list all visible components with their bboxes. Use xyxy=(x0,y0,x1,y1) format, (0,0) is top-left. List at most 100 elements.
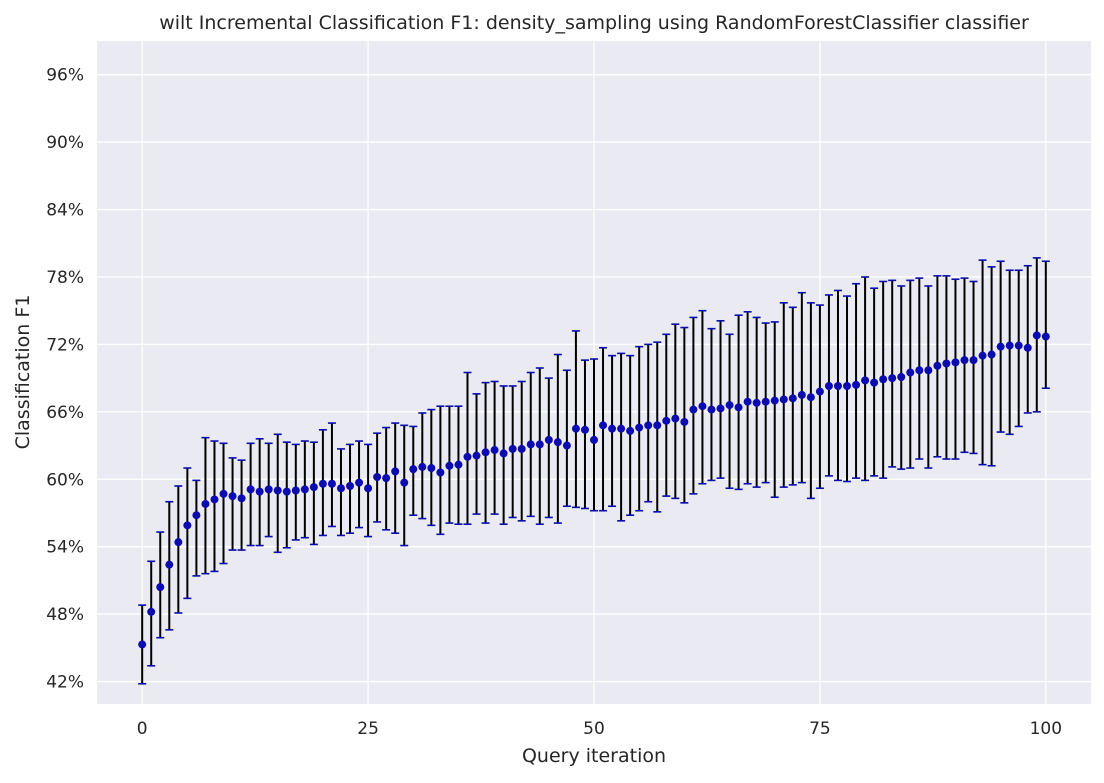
error-bar xyxy=(309,441,318,546)
data-point xyxy=(599,421,608,430)
data-point xyxy=(544,435,553,444)
error-bar xyxy=(391,422,400,534)
data-point xyxy=(707,405,716,414)
data-point xyxy=(924,366,933,375)
data-point xyxy=(608,424,617,433)
y-tick-label: 42% xyxy=(46,673,84,693)
data-point xyxy=(138,640,147,649)
data-point xyxy=(671,414,680,423)
data-point xyxy=(291,486,300,495)
data-point xyxy=(626,426,635,435)
data-point xyxy=(535,440,544,449)
error-bar xyxy=(960,277,969,454)
data-point xyxy=(1014,341,1023,350)
data-point xyxy=(897,372,906,381)
error-bar xyxy=(174,485,183,614)
data-point xyxy=(364,484,373,493)
data-point xyxy=(264,485,273,494)
data-point xyxy=(933,361,942,370)
error-bar xyxy=(987,266,996,467)
data-point xyxy=(463,452,472,461)
error-bar xyxy=(770,321,779,499)
data-point xyxy=(743,397,752,406)
data-point xyxy=(824,381,833,390)
x-tick-label: 0 xyxy=(137,719,148,739)
data-point xyxy=(391,467,400,476)
data-point xyxy=(861,376,870,385)
data-point xyxy=(255,487,264,496)
error-bar xyxy=(463,371,472,526)
data-point xyxy=(517,444,526,453)
error-bar xyxy=(590,358,598,512)
data-point xyxy=(327,479,336,488)
data-point xyxy=(273,486,282,495)
data-point xyxy=(436,468,445,477)
data-point xyxy=(1032,331,1041,340)
data-point xyxy=(906,368,915,377)
y-tick-label: 54% xyxy=(46,538,84,558)
data-point xyxy=(689,405,698,414)
y-tick-label: 72% xyxy=(46,335,84,355)
data-point xyxy=(788,394,797,403)
data-point xyxy=(852,380,861,389)
error-bar xyxy=(1023,264,1032,414)
x-tick-label: 50 xyxy=(583,719,605,739)
y-tick-labels: 42% 48% 54% 60% 66% 72% 78% 84% 90% 96% xyxy=(46,66,84,693)
error-bar xyxy=(698,309,707,485)
data-point xyxy=(472,451,481,460)
error-bar xyxy=(237,459,246,551)
data-point xyxy=(996,342,1005,351)
data-point xyxy=(346,481,355,490)
error-bar xyxy=(571,330,580,509)
error-bar xyxy=(544,377,553,519)
y-axis-label: Classification F1 xyxy=(12,295,34,450)
data-point xyxy=(318,479,327,488)
data-point xyxy=(210,495,219,504)
data-point xyxy=(373,473,382,482)
error-bar xyxy=(327,422,336,528)
data-point xyxy=(192,511,201,520)
y-tick-label: 66% xyxy=(46,403,84,423)
data-point xyxy=(553,438,562,447)
data-point xyxy=(951,358,960,367)
data-point xyxy=(653,421,662,430)
data-point xyxy=(888,374,897,383)
data-point xyxy=(418,462,427,471)
data-point xyxy=(1023,343,1032,352)
data-point xyxy=(508,444,517,453)
error-bar xyxy=(617,352,626,522)
data-point xyxy=(870,378,879,387)
x-tick-labels: 0 25 50 75 100 xyxy=(137,719,1062,739)
data-point xyxy=(571,424,580,433)
data-point xyxy=(978,351,987,360)
error-bar xyxy=(626,354,635,517)
data-point xyxy=(156,583,165,592)
data-point xyxy=(228,492,237,501)
y-tick-label: 48% xyxy=(46,605,84,625)
data-point xyxy=(960,356,969,365)
x-tick-label: 100 xyxy=(1030,719,1062,739)
data-point xyxy=(174,538,183,547)
data-point xyxy=(309,483,318,492)
error-bar xyxy=(734,314,743,491)
data-point xyxy=(219,489,228,498)
data-point xyxy=(806,393,815,402)
error-bar xyxy=(246,442,255,547)
data-point xyxy=(815,387,824,396)
error-bar xyxy=(797,291,806,484)
error-bar xyxy=(951,278,960,460)
data-point xyxy=(833,381,842,390)
x-tick-label: 25 xyxy=(357,719,379,739)
data-point xyxy=(201,499,210,508)
error-bar xyxy=(924,285,933,469)
data-point xyxy=(617,424,626,433)
error-bar xyxy=(716,320,725,479)
error-bar xyxy=(978,259,987,466)
error-bar xyxy=(779,302,788,488)
error-bar xyxy=(562,369,571,508)
data-point xyxy=(1005,341,1014,350)
data-point xyxy=(987,350,996,359)
data-point xyxy=(635,423,644,432)
